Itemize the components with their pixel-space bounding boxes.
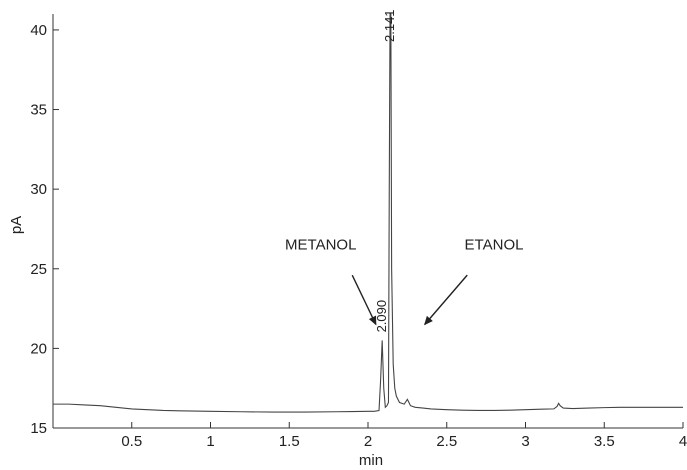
labels: min pA 2.090 2.141 METANOL ETANOL <box>8 9 523 469</box>
y-tick-label: 25 <box>30 261 47 278</box>
x-axis-label: min <box>359 452 383 469</box>
peak-label: 2.090 <box>374 300 389 333</box>
x-tick-label: 0.5 <box>121 433 142 450</box>
x-tick-label: 2.5 <box>436 433 457 450</box>
x-tick-label: 1 <box>206 433 214 450</box>
y-tick-label: 15 <box>30 420 47 437</box>
y-tick-label: 30 <box>30 181 47 198</box>
annotation-label: ETANOL <box>465 237 524 254</box>
x-tick-label: 1.5 <box>279 433 300 450</box>
annotation-arrow <box>351 274 377 326</box>
x-tick-label: 2 <box>364 433 372 450</box>
y-tick-label: 40 <box>30 22 47 39</box>
annotation-arrow <box>424 274 468 326</box>
axes <box>52 14 683 429</box>
peak-label: 2.141 <box>382 9 397 42</box>
series-line <box>53 13 683 413</box>
x-tick-label: 4 <box>679 433 687 450</box>
x-tick-label: 3.5 <box>594 433 615 450</box>
annotation-label: METANOL <box>285 237 356 254</box>
y-tick-label: 35 <box>30 102 47 119</box>
x-tick-label: 3 <box>521 433 529 450</box>
ticks: 0.5 1 1.5 2 2.5 3 3.5 4 15 20 25 30 35 40 <box>30 22 687 450</box>
y-axis-label: pA <box>8 216 25 234</box>
y-tick-label: 20 <box>30 340 47 357</box>
plot-area <box>53 13 683 413</box>
